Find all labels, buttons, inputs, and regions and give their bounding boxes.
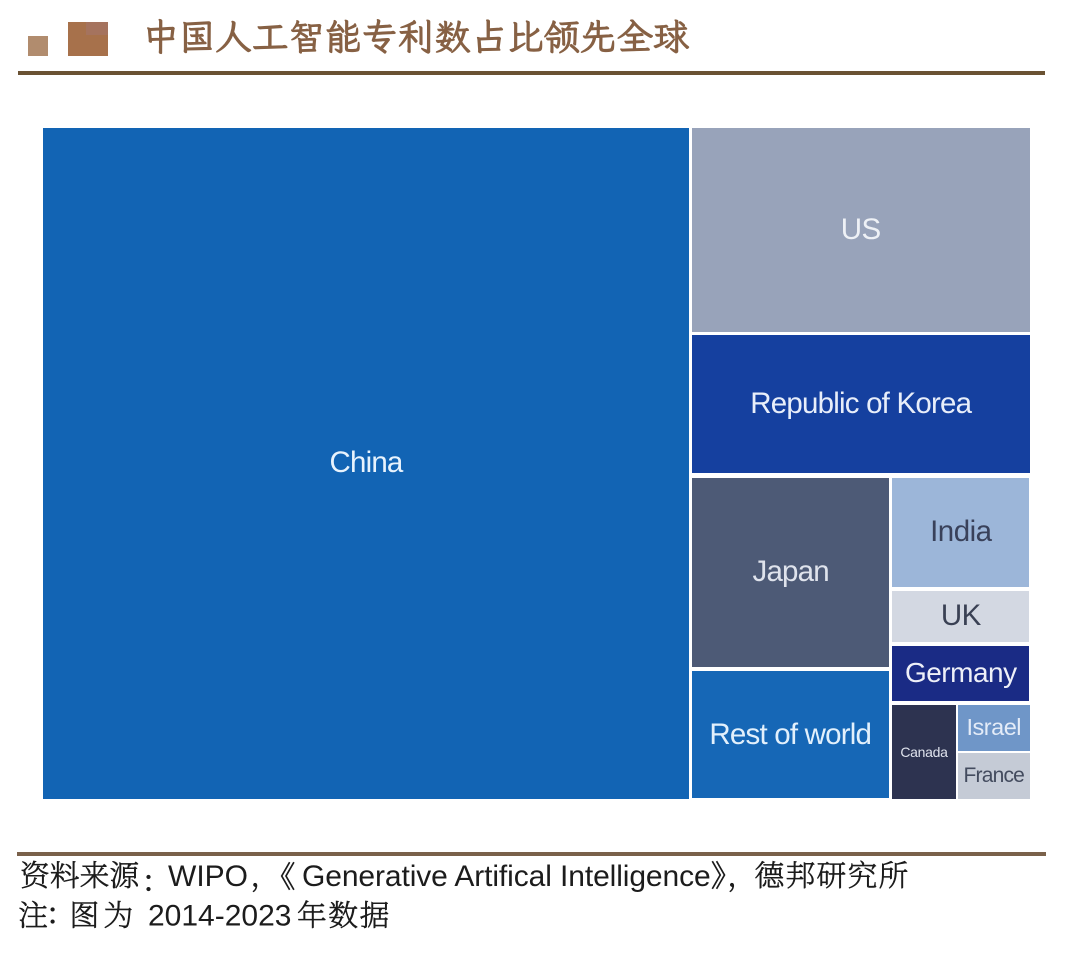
svg-text:Generative Artifical Intellige: Generative Artifical Intelligence	[302, 860, 711, 893]
svg-text:2014-2023: 2014-2023	[148, 900, 291, 933]
svg-text:WIPO: WIPO	[168, 860, 248, 893]
